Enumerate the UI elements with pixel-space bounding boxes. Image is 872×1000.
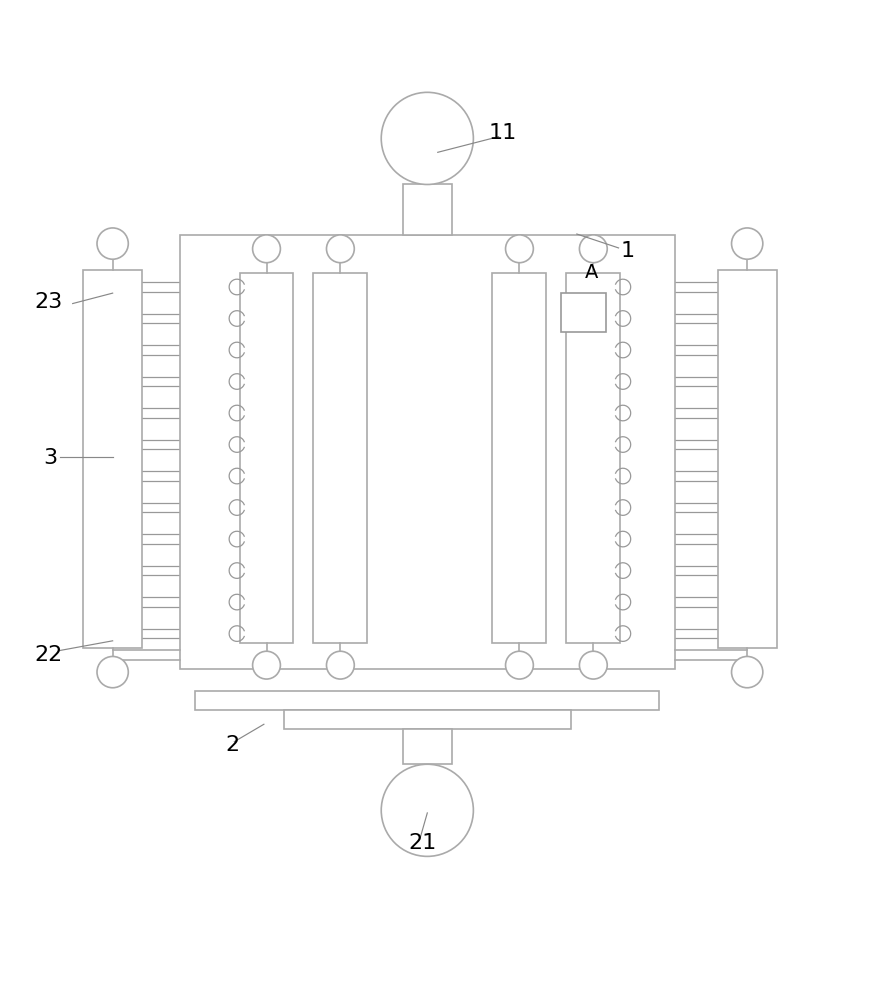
Bar xyxy=(403,729,452,764)
Circle shape xyxy=(732,656,763,688)
Circle shape xyxy=(579,235,607,263)
Text: 11: 11 xyxy=(488,123,516,143)
Bar xyxy=(240,273,294,643)
Bar xyxy=(83,270,142,648)
Bar xyxy=(562,293,606,332)
Text: 22: 22 xyxy=(34,645,63,665)
Bar xyxy=(180,235,675,669)
Circle shape xyxy=(253,235,281,263)
Circle shape xyxy=(326,235,354,263)
Text: A: A xyxy=(584,263,598,282)
Circle shape xyxy=(97,656,128,688)
Circle shape xyxy=(381,92,473,184)
Bar xyxy=(403,184,452,235)
Bar xyxy=(283,710,571,729)
Text: 23: 23 xyxy=(34,292,63,312)
Bar xyxy=(718,270,777,648)
Bar xyxy=(313,273,367,643)
Circle shape xyxy=(506,651,534,679)
Circle shape xyxy=(381,764,473,856)
Text: 21: 21 xyxy=(408,833,436,853)
Text: 1: 1 xyxy=(620,241,635,261)
Circle shape xyxy=(732,228,763,259)
Bar xyxy=(567,273,620,643)
Circle shape xyxy=(579,651,607,679)
Circle shape xyxy=(253,651,281,679)
Bar xyxy=(195,691,659,710)
Circle shape xyxy=(326,651,354,679)
Circle shape xyxy=(97,228,128,259)
Text: 3: 3 xyxy=(43,448,58,468)
Circle shape xyxy=(506,235,534,263)
Bar xyxy=(493,273,547,643)
Text: 2: 2 xyxy=(226,735,240,755)
